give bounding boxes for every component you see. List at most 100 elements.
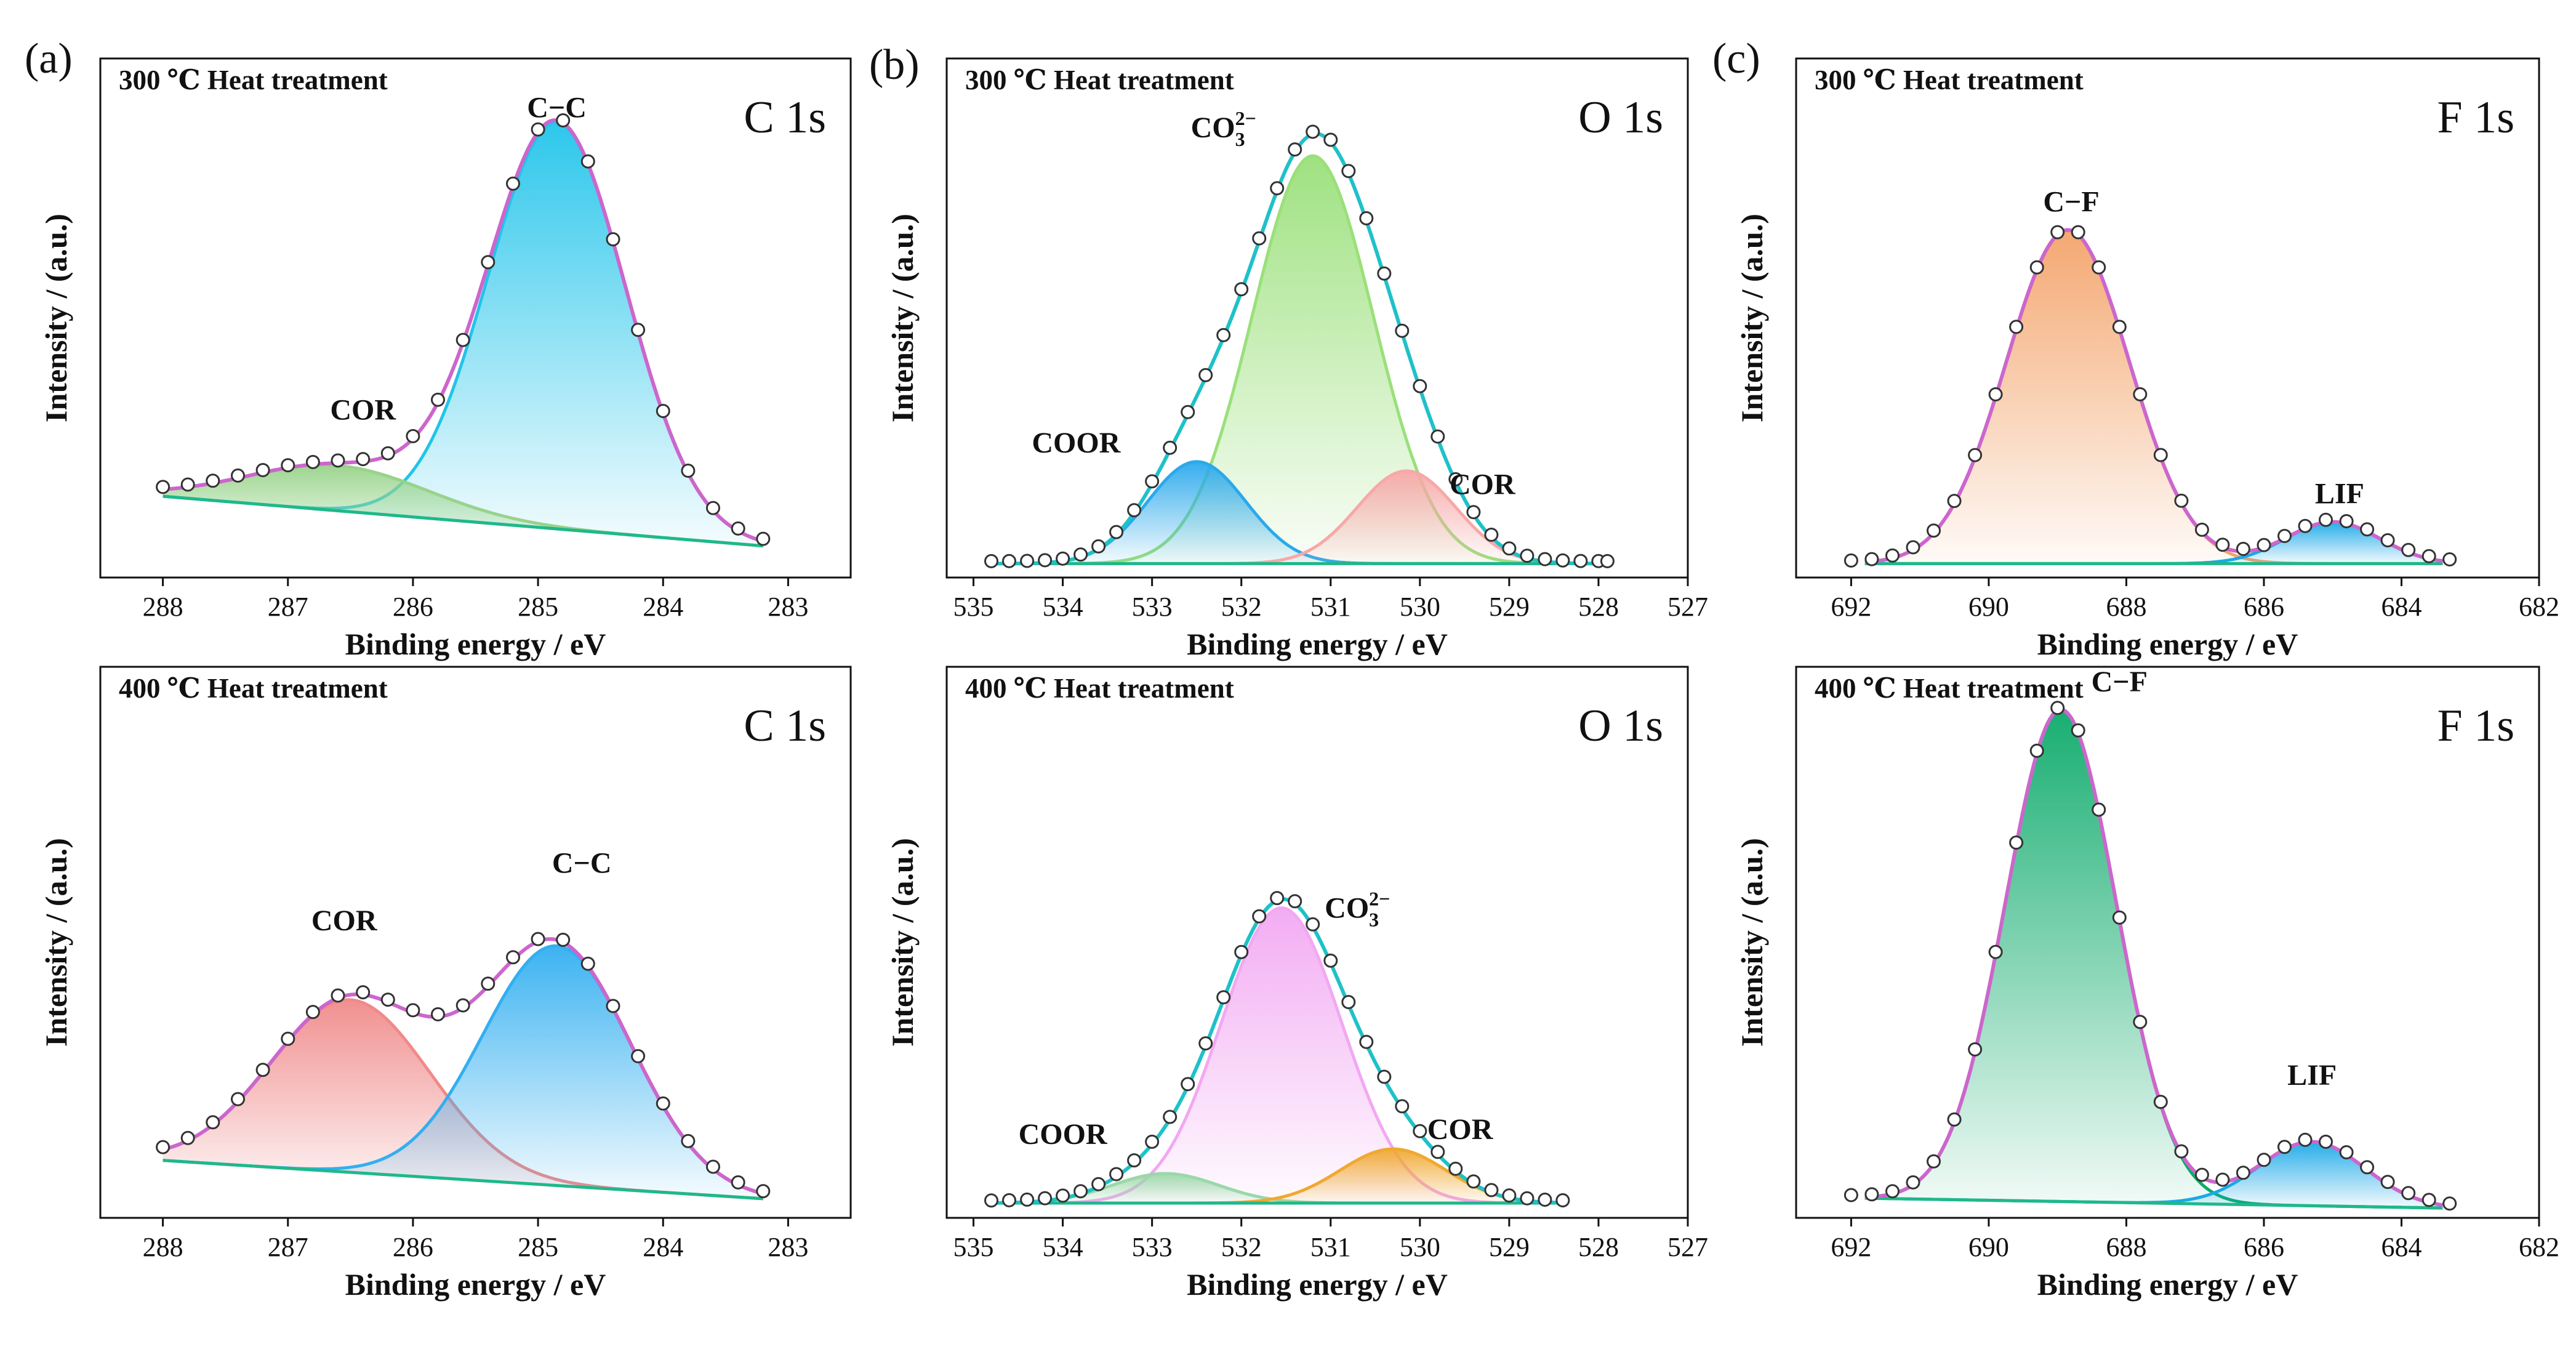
x-tick-label: 284 [643,1232,683,1262]
x-axis-label: Binding energy / eV [345,1267,606,1302]
data-point [1341,164,1356,179]
data-point [631,1049,646,1063]
data-point [1288,894,1302,909]
data-point [1216,328,1231,342]
data-point [1864,552,1879,566]
x-tick-label: 527 [1667,1232,1708,1262]
data-point [2092,802,2106,817]
data-point [2050,225,2065,240]
data-point [1091,1177,1106,1191]
x-tick-label: 286 [393,592,433,622]
data-point [1127,503,1142,518]
peak-label-cor: COR [311,904,378,937]
data-point [556,113,571,127]
data-point [1234,282,1249,297]
data-point [356,452,371,467]
data-point [1466,1174,1481,1189]
y-axis-label: Intensity / (a.u.) [885,838,920,1047]
data-point [2257,1153,2271,1167]
data-point [331,988,345,1003]
y-axis-label: Intensity / (a.u.) [1735,838,1769,1047]
x-tick-label: 682 [2519,1232,2559,1262]
data-point [206,473,220,488]
x-tick-label: 532 [1221,592,1262,622]
data-point [1502,541,1517,556]
x-tick-label: 690 [1968,1232,2009,1262]
x-tick-label: 530 [1400,592,1440,622]
data-point [180,1130,195,1145]
x-tick-label: 285 [518,592,558,622]
data-point [156,1140,171,1154]
data-point [1056,1188,1070,1203]
chart-c1s-400: 288 287 286 285 284 283 Binding energy / eV Int… [39,666,852,1302]
x-axis-label: Binding energy / eV [2037,627,2298,661]
data-point [1270,181,1285,196]
data-point [1430,1145,1445,1159]
data-point [1145,1134,1160,1149]
data-point [1216,990,1231,1005]
component-fill-c-f [1864,230,2443,564]
data-point [1306,917,1320,932]
data-point [431,392,445,407]
data-point [2360,1160,2375,1175]
y-axis-label: Intensity / (a.u.) [885,214,920,422]
x-tick-label: 288 [143,1232,183,1262]
data-point [2174,493,2189,508]
peak-label-superscript: 2− [1369,888,1390,910]
data-point [2153,448,2168,462]
data-point [2071,723,2085,738]
data-point [1448,1161,1463,1176]
data-point [2029,260,2044,275]
data-point [984,554,998,568]
data-point [2257,538,2271,552]
x-tick-label: 533 [1132,592,1173,622]
data-point [756,1184,771,1199]
data-point [1109,1167,1124,1182]
data-point [2422,1193,2436,1207]
chart-o1s-300: 535 534 533 532 531 530 529 528 527 Binding energ… [885,57,1708,661]
data-point [2029,743,2044,758]
data-point [531,932,545,946]
data-point [2133,387,2148,401]
treatment-title: 300 ℃ Heat treatment [119,65,388,95]
data-point [2112,320,2127,334]
component-fill-cor [991,1149,1563,1203]
data-point [1163,1109,1178,1124]
component-fill-lif [1864,1142,2443,1208]
data-point [1448,472,1463,486]
treatment-title: 300 ℃ Heat treatment [1815,65,2084,95]
data-point [331,453,345,468]
data-point [531,122,545,137]
data-point [1484,1183,1499,1198]
data-point [506,950,520,965]
plot-frame [1795,666,2540,1219]
data-point [656,404,670,418]
plot-frame [945,57,1689,579]
panel-label-a: (a) [25,35,73,83]
chart-o1s-400: 535 534 533 532 531 530 529 528 527 Binding energ… [885,666,1708,1302]
x-tick-label: 287 [268,1232,308,1262]
x-axis-label: Binding energy / eV [1187,1267,1448,1302]
data-point [2442,1196,2457,1211]
data-point [2071,225,2085,240]
x-tick-label: 686 [2244,1232,2284,1262]
data-point [2422,549,2436,563]
data-point [2174,1144,2189,1159]
treatment-title: 400 ℃ Heat treatment [1815,673,2084,704]
data-point [2380,533,2395,547]
x-tick-label: 286 [393,1232,433,1262]
x-tick-label: 688 [2106,1232,2146,1262]
data-point [1413,379,1427,393]
data-point [2236,1166,2250,1180]
data-point [1252,231,1267,246]
data-point [206,1115,220,1130]
data-point [2401,542,2416,557]
data-point [1002,1193,1016,1207]
data-point [2319,1134,2333,1149]
x-tick-label: 531 [1310,1232,1351,1262]
data-point [2133,1015,2148,1029]
data-point [606,232,620,247]
data-point [1323,132,1338,147]
data-point [2277,529,2292,543]
